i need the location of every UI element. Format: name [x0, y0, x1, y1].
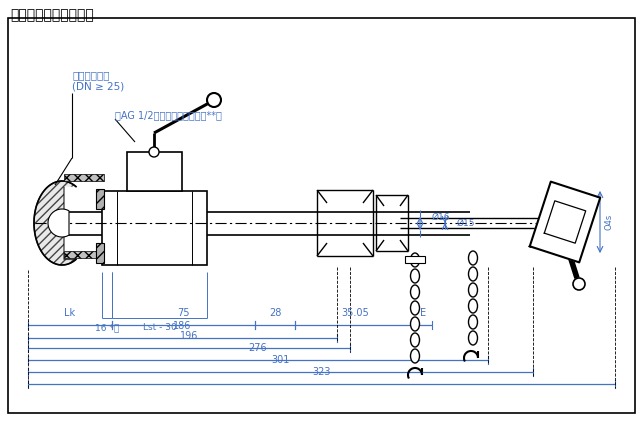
- Ellipse shape: [410, 349, 419, 363]
- Ellipse shape: [469, 299, 478, 313]
- Ellipse shape: [410, 285, 419, 299]
- PathPatch shape: [34, 181, 76, 265]
- Ellipse shape: [469, 267, 478, 281]
- Text: (DN ≥ 25): (DN ≥ 25): [72, 81, 124, 91]
- Ellipse shape: [469, 283, 478, 297]
- Text: E: E: [421, 308, 426, 318]
- Bar: [127, 152, 182, 191]
- Ellipse shape: [469, 315, 478, 329]
- Circle shape: [207, 93, 221, 107]
- Text: Lk: Lk: [64, 308, 76, 318]
- Text: 186: 186: [174, 321, 192, 331]
- Bar: [96, 243, 104, 263]
- Text: 带AG 1/2的焊接六角螺纹接头**）: 带AG 1/2的焊接六角螺纹接头**）: [115, 110, 222, 120]
- Bar: [405, 256, 425, 263]
- Text: O4s: O4s: [605, 214, 614, 230]
- Text: 现有管道系统: 现有管道系统: [72, 70, 109, 80]
- Text: 323: 323: [312, 367, 331, 377]
- Text: 28: 28: [269, 308, 281, 318]
- Text: Ø15: Ø15: [457, 218, 476, 227]
- Ellipse shape: [469, 251, 478, 265]
- Text: 16 *）: 16 *）: [95, 323, 119, 332]
- Ellipse shape: [410, 301, 419, 315]
- Bar: [96, 189, 104, 209]
- Text: 276: 276: [249, 343, 267, 353]
- Text: 35.05: 35.05: [341, 308, 369, 318]
- Text: 301: 301: [271, 355, 290, 365]
- Ellipse shape: [469, 331, 478, 345]
- Bar: [64, 174, 104, 181]
- Text: Lst - 30: Lst - 30: [143, 323, 176, 332]
- Text: 75: 75: [177, 308, 190, 318]
- Ellipse shape: [410, 333, 419, 347]
- Ellipse shape: [410, 253, 419, 267]
- Bar: [64, 251, 104, 258]
- Bar: [102, 191, 207, 265]
- Polygon shape: [48, 209, 69, 237]
- Ellipse shape: [410, 269, 419, 283]
- Text: 传感器显示在测量位置: 传感器显示在测量位置: [10, 8, 94, 22]
- Ellipse shape: [410, 317, 419, 331]
- Text: Ø16: Ø16: [432, 213, 451, 221]
- Circle shape: [573, 278, 585, 290]
- Circle shape: [149, 147, 159, 157]
- Text: 196: 196: [180, 331, 198, 341]
- Polygon shape: [530, 181, 600, 262]
